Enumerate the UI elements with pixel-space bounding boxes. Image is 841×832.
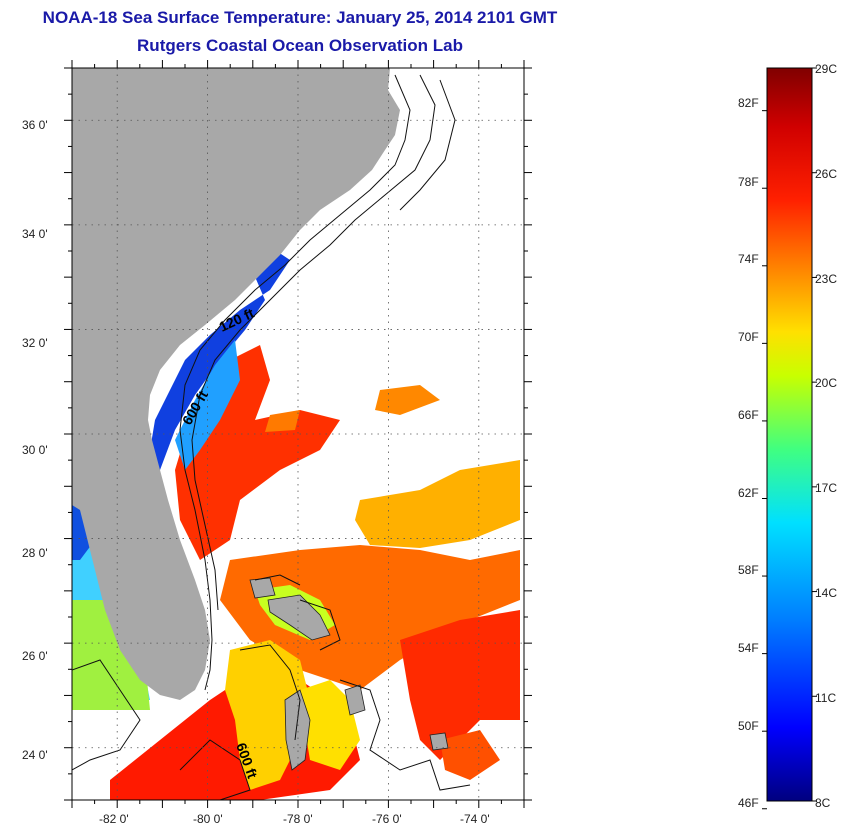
lon-label: -78 0' bbox=[283, 812, 313, 826]
colorbar-label-c: 11C bbox=[815, 691, 837, 705]
lat-label: 24 0' bbox=[22, 748, 48, 762]
colorbar-label-c: 20C bbox=[815, 376, 838, 390]
colorbar-label-f: 70F bbox=[738, 330, 759, 344]
lon-label: -80 0' bbox=[193, 812, 223, 826]
land-bahamas bbox=[249, 577, 449, 771]
map-subtitle: Rutgers Coastal Ocean Observation Lab bbox=[137, 36, 463, 55]
lat-label: 32 0' bbox=[22, 336, 48, 350]
colorbar-label-f: 62F bbox=[738, 486, 759, 500]
lat-label: 26 0' bbox=[22, 649, 48, 663]
colorbar-label-c: 17C bbox=[815, 481, 838, 495]
map-area bbox=[72, 68, 524, 800]
colorbar-label-f: 66F bbox=[738, 408, 759, 422]
lat-label: 28 0' bbox=[22, 546, 48, 560]
colorbar-label-f: 74F bbox=[738, 252, 759, 266]
colorbar-label-f: 50F bbox=[738, 719, 759, 733]
colorbar-label-f: 58F bbox=[738, 563, 759, 577]
land-southeast-us bbox=[72, 68, 400, 700]
lat-label: 36 0' bbox=[22, 118, 48, 132]
colorbar-label-f: 54F bbox=[738, 641, 759, 655]
lat-label: 30 0' bbox=[22, 443, 48, 457]
lon-label: -74 0' bbox=[460, 812, 490, 826]
bathymetry-contours bbox=[72, 74, 471, 800]
colorbar-label-c: 26C bbox=[815, 167, 838, 181]
colorbar-label-c: 8C bbox=[815, 796, 831, 810]
colorbar-label-f: 78F bbox=[738, 175, 759, 189]
colorbar bbox=[766, 67, 813, 802]
colorbar-label-c: 29C bbox=[815, 62, 838, 76]
axis-ticks bbox=[64, 60, 532, 808]
colorbar-label-c: 23C bbox=[815, 272, 838, 286]
colorbar-ticks bbox=[762, 67, 817, 810]
colorbar-label-f: 46F bbox=[738, 796, 759, 810]
lat-label: 34 0' bbox=[22, 227, 48, 241]
lon-label: -82 0' bbox=[99, 812, 129, 826]
colorbar-label-f: 82F bbox=[738, 96, 759, 110]
colorbar-label-c: 14C bbox=[815, 586, 838, 600]
map-title: NOAA-18 Sea Surface Temperature: January… bbox=[42, 8, 558, 27]
lon-label: -76 0' bbox=[372, 812, 402, 826]
